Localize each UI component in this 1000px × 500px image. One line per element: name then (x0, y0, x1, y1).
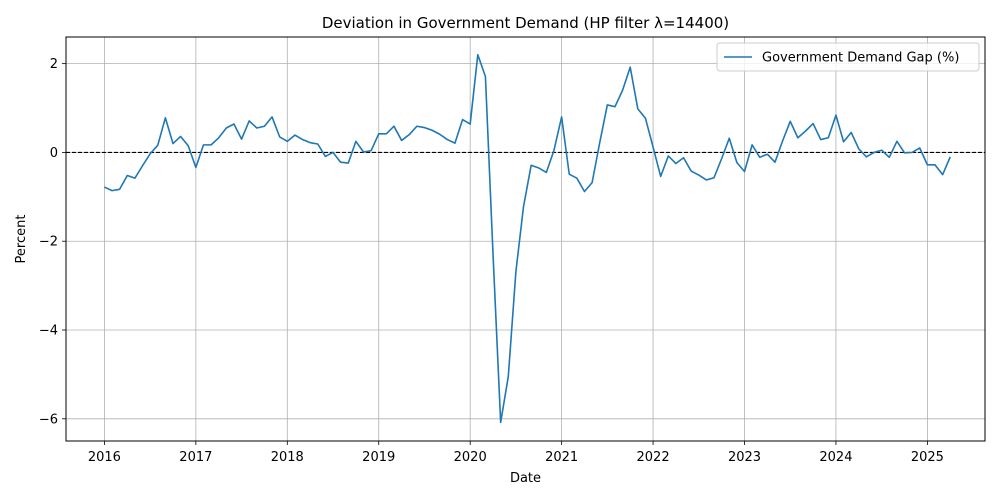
y-tick-label: 2 (50, 57, 58, 72)
x-tick-label: 2024 (819, 450, 852, 465)
chart-title: Deviation in Government Demand (HP filte… (322, 14, 729, 32)
x-tick-label: 2017 (179, 450, 212, 465)
x-tick-label: 2020 (454, 450, 487, 465)
y-axis-ticks: −6 −4 −2 0 2 (39, 57, 66, 427)
x-tick-label: 2016 (88, 450, 121, 465)
series-line (104, 53, 951, 424)
x-axis-ticks: 2016 2017 2018 2019 2020 2021 2022 2023 2024 2025 (88, 441, 944, 465)
legend-box (716, 42, 980, 72)
x-axis-label: Date (510, 471, 541, 486)
y-tick-label: −6 (39, 412, 58, 427)
y-tick-label: −4 (39, 324, 58, 339)
y-axis-label: Percent (14, 215, 29, 264)
legend-label: Government Demand Gap (%) (762, 51, 959, 66)
x-tick-label: 2021 (545, 450, 578, 465)
x-tick-label: 2019 (362, 450, 395, 465)
y-tick-label: −2 (39, 235, 58, 250)
series-group (104, 53, 951, 424)
x-tick-label: 2025 (911, 450, 944, 465)
legend: Government Demand Gap (%) (716, 42, 980, 72)
x-tick-label: 2018 (271, 450, 304, 465)
x-tick-label: 2022 (637, 450, 670, 465)
y-tick-label: 0 (50, 146, 58, 161)
plot-frame (65, 36, 986, 442)
x-tick-label: 2023 (728, 450, 761, 465)
